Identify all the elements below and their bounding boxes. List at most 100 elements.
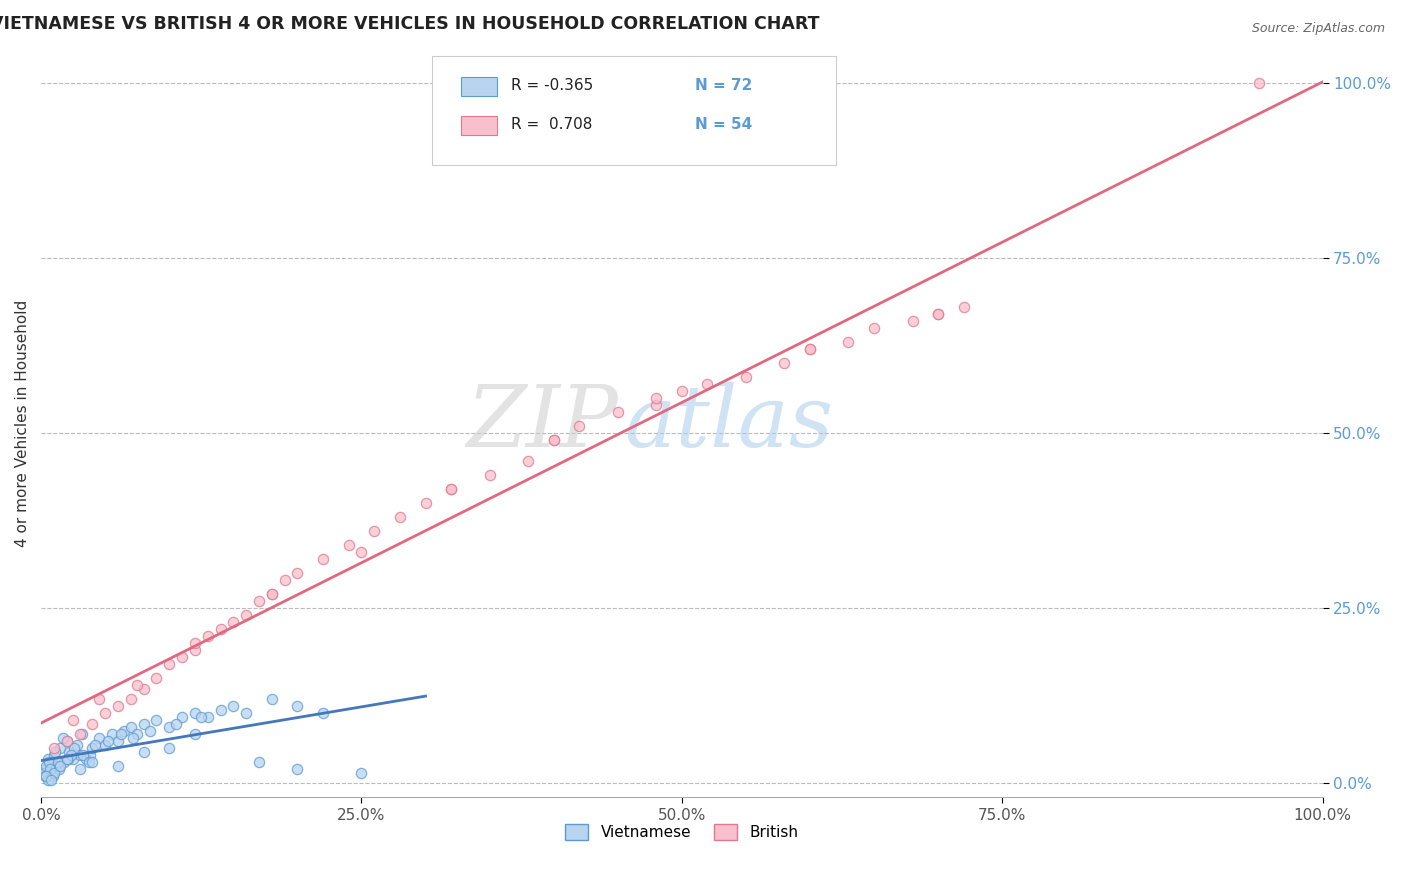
Point bbox=[120, 692, 142, 706]
Point bbox=[543, 434, 565, 448]
Point bbox=[55, 734, 77, 748]
Point bbox=[440, 483, 463, 497]
Point bbox=[75, 752, 97, 766]
Point bbox=[132, 745, 155, 759]
Point bbox=[197, 630, 219, 644]
Point bbox=[799, 343, 821, 357]
Point bbox=[34, 763, 56, 777]
Point bbox=[62, 752, 84, 766]
Point bbox=[157, 657, 180, 672]
Y-axis label: 4 or more Vehicles in Household: 4 or more Vehicles in Household bbox=[15, 300, 30, 547]
Point bbox=[517, 454, 540, 468]
Point bbox=[337, 538, 360, 552]
Point bbox=[69, 727, 91, 741]
Point bbox=[696, 377, 718, 392]
Point bbox=[53, 756, 76, 770]
Point bbox=[773, 356, 796, 370]
Point bbox=[287, 699, 309, 714]
Point bbox=[184, 636, 207, 650]
Point bbox=[82, 741, 104, 756]
Point bbox=[34, 769, 56, 783]
Point bbox=[863, 321, 886, 335]
Point bbox=[235, 608, 257, 623]
Point bbox=[157, 721, 180, 735]
Point bbox=[478, 468, 501, 483]
Text: R =  0.708: R = 0.708 bbox=[512, 117, 593, 132]
Point bbox=[55, 752, 77, 766]
Point bbox=[363, 524, 385, 539]
Point bbox=[927, 308, 949, 322]
Point bbox=[39, 763, 62, 777]
Point bbox=[350, 766, 373, 780]
Point bbox=[260, 587, 283, 601]
Point bbox=[145, 714, 167, 728]
Point bbox=[312, 552, 335, 566]
Point bbox=[49, 759, 72, 773]
Point bbox=[606, 405, 628, 419]
Point bbox=[77, 756, 100, 770]
Point bbox=[139, 723, 162, 738]
Point bbox=[72, 748, 94, 763]
Point bbox=[260, 692, 283, 706]
Point bbox=[132, 681, 155, 696]
Point bbox=[287, 763, 309, 777]
Point bbox=[46, 756, 69, 770]
Point bbox=[58, 745, 80, 759]
Point bbox=[184, 643, 207, 657]
FancyBboxPatch shape bbox=[461, 116, 498, 136]
Text: ZIP: ZIP bbox=[465, 382, 617, 464]
Legend: Vietnamese, British: Vietnamese, British bbox=[560, 818, 804, 846]
Point bbox=[66, 738, 89, 752]
Point bbox=[1247, 77, 1270, 91]
Point bbox=[415, 496, 437, 510]
Point bbox=[37, 772, 59, 787]
Point bbox=[63, 741, 86, 756]
Point bbox=[273, 574, 295, 588]
Point bbox=[69, 763, 91, 777]
Point bbox=[48, 763, 70, 777]
Point bbox=[82, 717, 104, 731]
Point bbox=[927, 308, 949, 322]
Text: N = 72: N = 72 bbox=[695, 78, 752, 93]
Point bbox=[87, 731, 110, 745]
Point bbox=[222, 699, 245, 714]
Point bbox=[197, 710, 219, 724]
Point bbox=[38, 756, 60, 770]
Point bbox=[127, 678, 149, 692]
Text: atlas: atlas bbox=[624, 382, 834, 464]
Point bbox=[107, 699, 129, 714]
Point bbox=[127, 727, 149, 741]
Point bbox=[209, 623, 232, 637]
Point bbox=[184, 706, 207, 721]
Point bbox=[671, 384, 693, 399]
Point bbox=[165, 717, 187, 731]
Point bbox=[350, 545, 373, 559]
Point bbox=[287, 566, 309, 581]
Point bbox=[170, 650, 193, 665]
Point bbox=[59, 748, 82, 763]
Point bbox=[568, 419, 591, 434]
Point bbox=[41, 766, 63, 780]
Point bbox=[37, 752, 59, 766]
Point bbox=[49, 741, 72, 756]
Point bbox=[84, 738, 107, 752]
Point bbox=[122, 731, 145, 745]
Point bbox=[440, 483, 463, 497]
Point bbox=[799, 343, 821, 357]
Point bbox=[260, 587, 283, 601]
Point bbox=[235, 706, 257, 721]
Point bbox=[35, 759, 58, 773]
Text: VIETNAMESE VS BRITISH 4 OR MORE VEHICLES IN HOUSEHOLD CORRELATION CHART: VIETNAMESE VS BRITISH 4 OR MORE VEHICLES… bbox=[0, 15, 820, 33]
Point bbox=[190, 710, 212, 724]
Point bbox=[157, 741, 180, 756]
Point bbox=[41, 769, 63, 783]
Point bbox=[42, 748, 65, 763]
Point bbox=[312, 706, 335, 721]
Point bbox=[184, 727, 207, 741]
Point bbox=[55, 734, 77, 748]
Point bbox=[107, 734, 129, 748]
Point bbox=[952, 301, 974, 315]
Point bbox=[112, 723, 135, 738]
Point bbox=[222, 615, 245, 630]
Point bbox=[70, 727, 93, 741]
